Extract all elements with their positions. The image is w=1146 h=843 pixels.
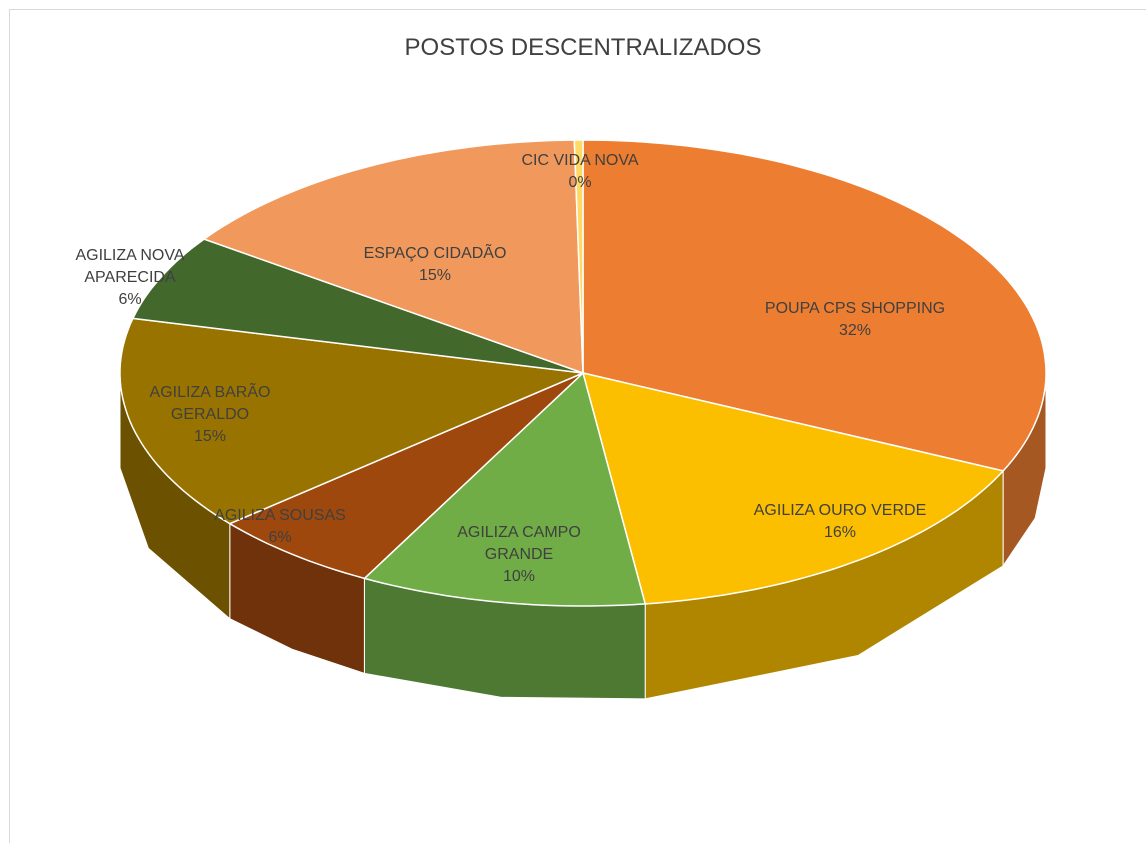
category-label: AGILIZA SOUSAS	[214, 507, 346, 524]
data-label: ESPAÇO CIDADÃO 15%	[325, 243, 545, 287]
category-label: POUPA CPS SHOPPING	[764, 300, 946, 317]
value-label: 10%	[502, 568, 536, 585]
value-label: 15%	[418, 267, 452, 284]
slice	[582, 139, 1047, 472]
data-label: POUPA CPS SHOPPING 32%	[725, 298, 985, 342]
category-label: AGILIZA CAMPO GRANDE	[457, 524, 581, 563]
slice	[362, 371, 647, 607]
value-label: 16%	[823, 524, 857, 541]
value-label: 15%	[193, 428, 227, 445]
value-label: 0%	[568, 174, 592, 191]
value-label: 6%	[268, 529, 292, 546]
data-label: AGILIZA SOUSAS 6%	[180, 505, 380, 549]
value-label: 6%	[118, 291, 142, 308]
data-label: AGILIZA NOVA APARECIDA 6%	[60, 245, 200, 311]
slice	[202, 139, 584, 375]
slice	[581, 371, 1005, 605]
slice	[573, 139, 584, 374]
slice	[228, 372, 584, 580]
category-label: CIC VIDA NOVA	[521, 152, 639, 169]
data-label: AGILIZA BARÃO GERALDO 15%	[125, 382, 295, 448]
chart-title: POSTOS DESCENTRALIZADOS	[404, 34, 762, 61]
category-label: AGILIZA BARÃO GERALDO	[149, 384, 271, 423]
data-label: CIC VIDA NOVA 0%	[480, 150, 680, 194]
data-label: AGILIZA OURO VERDE 16%	[710, 500, 970, 544]
category-label: AGILIZA NOVA APARECIDA	[75, 247, 185, 286]
category-label: ESPAÇO CIDADÃO	[363, 245, 507, 262]
slice	[119, 317, 586, 525]
value-label: 32%	[838, 322, 872, 339]
slice	[131, 238, 584, 374]
category-label: AGILIZA OURO VERDE	[753, 502, 927, 519]
data-label: AGILIZA CAMPO GRANDE 10%	[439, 522, 599, 588]
